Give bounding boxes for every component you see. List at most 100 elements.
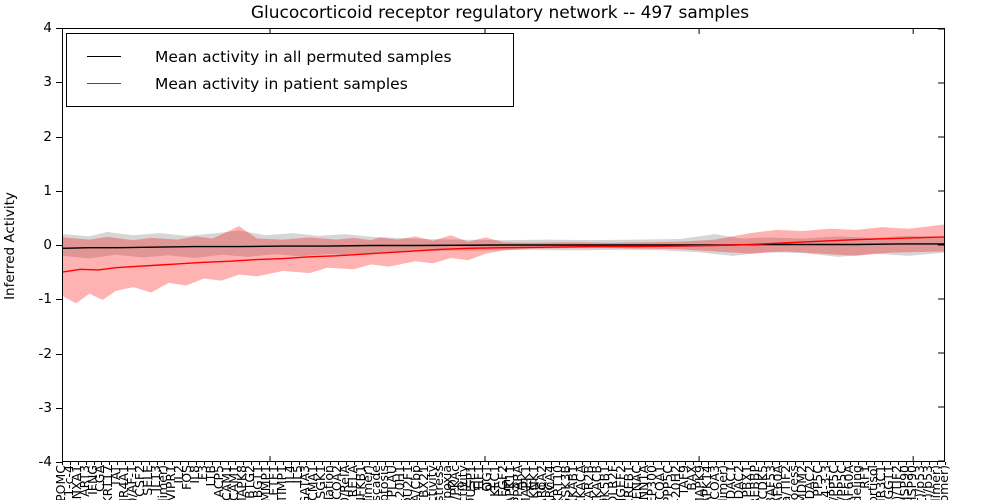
x-tick-mark xyxy=(448,462,450,465)
x-tick-mark xyxy=(290,462,292,465)
x-tick-mark xyxy=(345,462,347,465)
x-tick-mark xyxy=(259,462,261,465)
x-tick-mark xyxy=(440,462,442,465)
x-tick-mark xyxy=(629,462,631,465)
x-tick-mark xyxy=(550,462,552,465)
x-tick-mark xyxy=(566,462,568,465)
x-tick-mark xyxy=(732,462,734,465)
x-tick-mark xyxy=(306,462,308,465)
x-tick-mark xyxy=(416,462,418,465)
x-tick-mark xyxy=(598,462,600,465)
y-tick-label: 3 xyxy=(43,74,52,91)
x-tick-mark xyxy=(803,462,805,465)
x-tick-mark xyxy=(684,462,686,465)
x-tick-mark xyxy=(519,462,521,465)
x-tick-mark xyxy=(377,462,379,465)
x-tick-mark xyxy=(140,462,142,465)
x-tick-mark xyxy=(621,462,623,465)
chart-canvas xyxy=(63,29,944,461)
x-tick-mark xyxy=(251,462,253,465)
x-tick-mark xyxy=(747,462,749,465)
x-tick-mark xyxy=(929,462,931,465)
x-tick-mark xyxy=(558,462,560,465)
x-tick-mark xyxy=(582,462,584,465)
x-tick-mark xyxy=(605,462,607,465)
x-tick-mark xyxy=(69,462,71,465)
x-tick-mark xyxy=(795,462,797,465)
x-tick-mark xyxy=(645,462,647,465)
x-tick-mark xyxy=(227,462,229,465)
y-tick-mark xyxy=(56,136,62,138)
y-tick-mark xyxy=(56,82,62,84)
legend-entry-permuted: Mean activity in all permuted samples xyxy=(87,43,513,70)
legend: Mean activity in all permuted samples Me… xyxy=(66,33,514,107)
x-tick-mark xyxy=(132,462,134,465)
x-tick-mark xyxy=(700,462,702,465)
x-tick-mark xyxy=(763,462,765,465)
x-tick-mark xyxy=(298,462,300,465)
patient-samples-range-band xyxy=(63,224,944,304)
x-tick-mark xyxy=(101,462,103,465)
x-tick-mark xyxy=(432,462,434,465)
y-tick-mark xyxy=(56,353,62,355)
x-tick-mark xyxy=(408,462,410,465)
x-tick-mark xyxy=(361,462,363,465)
x-tick-mark xyxy=(842,462,844,465)
x-tick-mark xyxy=(661,462,663,465)
x-tick-mark xyxy=(542,462,544,465)
y-tick-mark xyxy=(56,462,62,463)
x-tick-mark xyxy=(274,462,276,465)
x-tick-mark xyxy=(676,462,678,465)
x-tick-mark xyxy=(243,462,245,465)
x-tick-mark xyxy=(866,462,868,465)
x-tick-mark xyxy=(755,462,757,465)
x-tick-mark xyxy=(511,462,513,465)
series-line xyxy=(63,236,944,273)
x-tick-mark xyxy=(93,462,95,465)
x-tick-mark xyxy=(653,462,655,465)
y-tick-label: -4 xyxy=(38,454,52,470)
x-tick-mark xyxy=(834,462,836,465)
y-tick-mark xyxy=(56,407,62,409)
y-tick-label: -2 xyxy=(38,345,52,362)
x-tick-mark xyxy=(740,462,742,465)
x-tick-mark xyxy=(314,462,316,465)
x-tick-mark xyxy=(180,462,182,465)
x-tick-mark xyxy=(637,462,639,465)
x-tick-mark xyxy=(487,462,489,465)
x-tick-mark xyxy=(858,462,860,465)
x-tick-mark xyxy=(921,462,923,465)
y-tick-mark xyxy=(56,299,62,301)
x-tick-mark xyxy=(590,462,592,465)
x-tick-mark xyxy=(266,462,268,465)
x-tick-mark xyxy=(889,462,891,465)
x-tick-mark xyxy=(708,462,710,465)
y-tick-label: 0 xyxy=(43,237,52,253)
x-tick-mark xyxy=(211,462,213,465)
series-line xyxy=(63,243,944,249)
x-tick-mark xyxy=(330,462,332,465)
y-tick-mark xyxy=(56,190,62,192)
x-tick-mark xyxy=(353,462,355,465)
legend-label-permuted: Mean activity in all permuted samples xyxy=(155,47,452,66)
x-tick-mark xyxy=(787,462,789,465)
x-tick-mark xyxy=(219,462,221,465)
x-tick-mark xyxy=(945,462,946,465)
y-tick-label: 4 xyxy=(43,20,52,36)
x-tick-mark xyxy=(535,462,537,465)
legend-entry-patient: Mean activity in patient samples xyxy=(87,70,513,97)
x-tick-mark xyxy=(85,462,87,465)
x-tick-mark xyxy=(850,462,852,465)
x-tick-mark xyxy=(716,462,718,465)
x-tick-mark xyxy=(527,462,529,465)
x-tick-mark xyxy=(937,462,939,465)
y-tick-label: -3 xyxy=(38,399,52,416)
y-tick-mark xyxy=(56,245,62,246)
x-tick-mark xyxy=(62,462,63,465)
x-tick-mark xyxy=(471,462,473,465)
x-tick-mark xyxy=(669,462,671,465)
x-tick-mark xyxy=(574,462,576,465)
y-tick-label: 1 xyxy=(43,182,52,199)
x-tick-mark xyxy=(897,462,899,465)
